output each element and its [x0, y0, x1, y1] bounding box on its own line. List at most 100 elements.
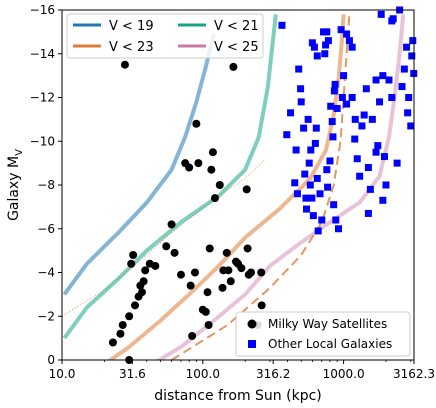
- milky-way-satellites-point: [222, 248, 231, 257]
- other-local-galaxies-point: [292, 146, 300, 154]
- x-tick-label: 31.6: [119, 367, 146, 381]
- milky-way-satellites-point: [186, 281, 195, 290]
- other-local-galaxies-point: [308, 194, 316, 202]
- axis-ticks-layer: 10.0 31.6 100.0 316.2 1000.0 3162.3 0 −2 −4 −6 −8 −…: [30, 3, 435, 381]
- other-local-galaxies-point: [343, 30, 351, 38]
- milky-way-satellites-point: [226, 277, 235, 286]
- y-tick-label: −2: [37, 309, 55, 323]
- plot-frame: [61, 9, 415, 361]
- other-local-galaxies-point: [331, 80, 339, 88]
- other-local-galaxies-point: [304, 115, 312, 123]
- other-local-galaxies-point: [324, 37, 332, 45]
- other-local-galaxies-point: [374, 142, 382, 150]
- other-local-galaxies-point: [323, 166, 331, 174]
- milky-way-satellites-point: [194, 159, 203, 168]
- milky-way-satellites-point: [125, 312, 134, 321]
- limit-curve-v-21: [62, 14, 278, 340]
- other-local-galaxies-point: [313, 174, 321, 182]
- milky-way-satellites-point: [190, 268, 199, 277]
- milky-way-satellites-point: [218, 283, 227, 292]
- milky-way-satellites-point: [229, 62, 238, 71]
- x-tick-label: 316.2: [256, 367, 290, 381]
- milky-way-satellites-point: [139, 277, 148, 286]
- other-local-galaxies-point: [360, 111, 368, 119]
- milky-way-satellites-point: [167, 220, 176, 229]
- y-tick-label: −16: [30, 3, 55, 17]
- other-local-galaxies-point: [318, 216, 326, 224]
- other-local-galaxies-point: [330, 87, 338, 95]
- milky-way-satellites-point: [242, 185, 251, 194]
- other-local-galaxies-point: [385, 76, 393, 84]
- other-local-galaxies-point: [388, 94, 396, 101]
- other-local-galaxies-point: [329, 133, 337, 141]
- other-local-galaxies-point: [340, 72, 348, 80]
- milky-way-satellites-point: [162, 242, 171, 251]
- milky-way-satellites-point: [203, 288, 212, 297]
- other-local-galaxies-point: [322, 41, 330, 49]
- other-local-galaxies-point: [301, 170, 309, 178]
- other-local-galaxies-point: [295, 65, 303, 73]
- other-local-galaxies-point: [408, 52, 416, 60]
- other-local-galaxies-point: [335, 225, 343, 233]
- legend-galaxy-types: Milky Way Satellites Other Local Galaxies: [235, 311, 411, 357]
- other-local-galaxies-point: [310, 43, 318, 51]
- legend-magnitude-limits: V < 19 V < 21 V < 23 V < 25: [66, 13, 264, 59]
- other-local-galaxies-point: [333, 104, 341, 112]
- other-local-galaxies-point: [364, 164, 372, 171]
- other-local-galaxies-point: [379, 196, 387, 204]
- legend-upper-box: [66, 13, 264, 59]
- other-local-galaxies-point: [366, 185, 374, 193]
- limit-curve-v-19: [62, 33, 216, 296]
- other-local-galaxies-point: [332, 216, 340, 224]
- other-local-galaxies-point: [313, 52, 321, 60]
- other-local-galaxies-point: [312, 124, 320, 132]
- other-local-galaxies-point: [328, 118, 336, 126]
- other-local-galaxies-point: [372, 76, 380, 84]
- x-tick-label: 100.0: [186, 367, 220, 381]
- other-local-galaxies-point: [287, 109, 295, 117]
- y-tick-label: −10: [30, 134, 55, 148]
- milky-way-satellites-point: [108, 338, 117, 347]
- other-local-galaxies-point: [308, 39, 316, 47]
- milky-way-satellites-point: [120, 60, 129, 69]
- other-local-galaxies-point: [404, 109, 412, 117]
- milky-way-satellites-point: [215, 181, 224, 189]
- x-axis-label: distance from Sun (kpc): [154, 388, 322, 404]
- y-tick-label: 0: [47, 353, 55, 367]
- milky-way-satellites-point: [237, 264, 246, 273]
- milky-way-satellites-point: [192, 119, 201, 128]
- milky-way-satellites-point: [243, 244, 252, 253]
- x-tick-label: 1000.0: [323, 367, 365, 381]
- other-local-galaxies-point: [321, 50, 329, 58]
- milky-way-satellites-point: [127, 259, 136, 268]
- other-local-galaxies-point: [311, 139, 319, 147]
- other-local-galaxies-point: [343, 100, 351, 108]
- other-local-galaxies-point: [400, 65, 408, 73]
- milky-way-satellites-point: [247, 268, 256, 277]
- data-points-layer: [108, 6, 418, 364]
- other-local-galaxies-point: [302, 194, 310, 202]
- legend-label-v-23: V < 23: [109, 40, 154, 55]
- other-local-galaxies-point: [300, 124, 308, 132]
- other-local-galaxies-point: [305, 159, 313, 167]
- other-local-galaxies-point: [393, 159, 401, 167]
- legend-label-v-19: V < 19: [109, 19, 154, 34]
- milky-way-satellites-point: [208, 148, 217, 157]
- other-local-galaxies-point: [302, 205, 310, 213]
- milky-way-satellites-point: [207, 165, 216, 174]
- other-local-galaxies-point: [309, 212, 317, 220]
- legend-lower-box: [235, 311, 411, 357]
- y-tick-label: −8: [37, 178, 55, 192]
- other-local-galaxies-point: [377, 10, 385, 18]
- other-local-galaxies-point: [372, 148, 380, 156]
- legend-label-milky-way-satellites: Milky Way Satellites: [268, 317, 387, 331]
- milky-way-satellites-point: [185, 163, 194, 172]
- y-tick-label: −6: [37, 222, 55, 236]
- milky-way-satellites-point: [116, 329, 125, 338]
- other-local-galaxies-point: [324, 183, 332, 191]
- other-local-galaxies-point: [314, 227, 322, 235]
- other-local-galaxies-point: [338, 94, 346, 101]
- other-local-galaxies-point: [405, 94, 413, 101]
- milky-way-satellites-point: [118, 321, 127, 329]
- other-local-galaxies-point: [297, 85, 305, 93]
